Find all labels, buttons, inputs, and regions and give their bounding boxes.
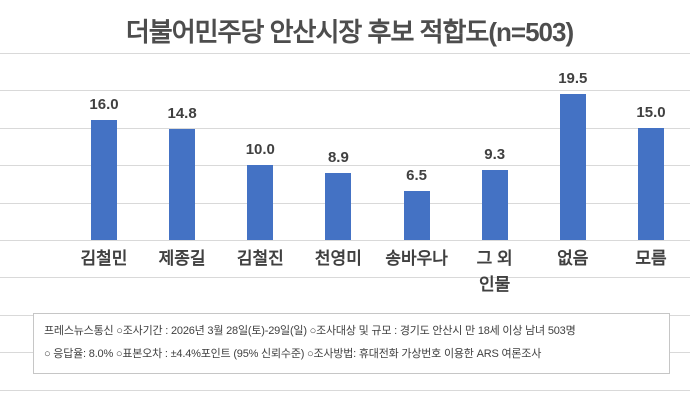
bar <box>638 127 664 240</box>
bar <box>247 165 274 240</box>
category-label: 모름 <box>635 249 667 268</box>
bar-value-label: 9.3 <box>484 146 506 164</box>
bar <box>169 129 196 240</box>
survey-info-line-1: 프레스뉴스통신 ○조사기간 : 2026년 3월 28일(토)-29일(일) ○… <box>44 325 576 337</box>
category-label: 그 외 인물 <box>476 249 513 295</box>
bar-value-label: 8.9 <box>327 149 349 167</box>
bar <box>325 173 352 240</box>
bar <box>403 191 430 240</box>
bar-value-label: 10.0 <box>245 141 275 159</box>
bar-value-label: 15.0 <box>636 103 666 121</box>
gridline <box>0 277 690 279</box>
gridline <box>0 127 690 129</box>
gridline <box>0 240 690 241</box>
bar <box>559 94 586 240</box>
category-label: 없음 <box>557 249 589 268</box>
bar <box>91 120 117 240</box>
bar-value-label: 6.5 <box>406 167 428 185</box>
bar <box>481 170 508 240</box>
category-label: 김철진 <box>236 249 284 268</box>
gridline <box>0 389 690 391</box>
category-label: 김철민 <box>80 249 128 268</box>
survey-methodology-box: 프레스뉴스통신 ○조사기간 : 2026년 3월 28일(토)-29일(일) ○… <box>33 313 670 374</box>
bar-value-label: 19.5 <box>558 70 588 88</box>
bar-value-label: 14.8 <box>167 105 197 123</box>
survey-info-line-2: ○ 응답율: 8.0% ○표본오차 : ±4.4%포인트 (95% 신뢰수준) … <box>44 348 542 360</box>
gridline <box>0 165 690 167</box>
category-label: 제종길 <box>158 249 206 268</box>
gridline <box>0 53 690 54</box>
category-label: 천영미 <box>314 249 362 268</box>
chart-title: 더불어민주당 안산시장 후보 적합도(n=503) <box>125 17 574 47</box>
bar-value-label: 16.0 <box>89 96 119 114</box>
gridline <box>0 90 690 92</box>
category-label: 송바우나 <box>385 249 448 268</box>
